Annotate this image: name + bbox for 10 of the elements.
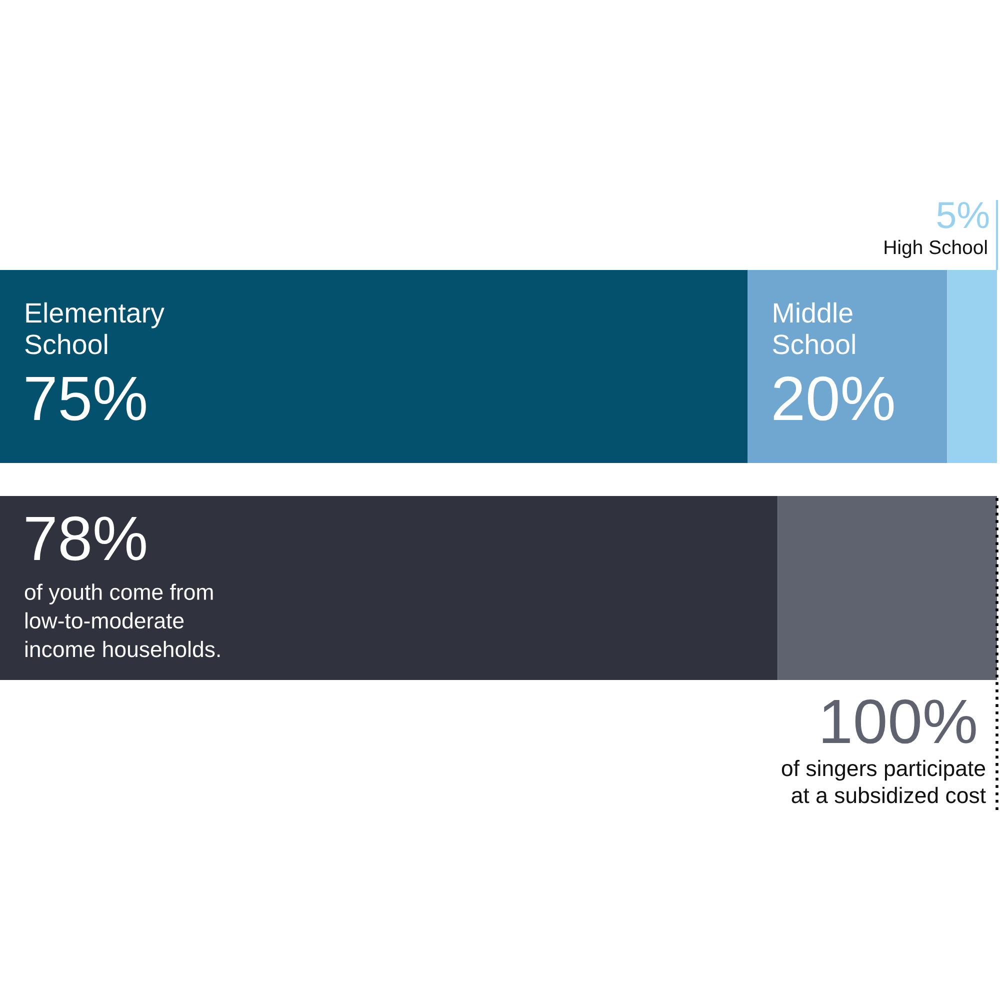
data-label: 20% [774,376,894,421]
ref-line-label: 100% [822,699,976,744]
series-label: Middle School [773,302,855,354]
data-label: 5% [937,202,989,228]
series-label: High School [884,240,987,258]
text: of singers participate at a subsidized cost [782,760,986,804]
series-label: Elementary School [25,302,164,354]
data-label: 78% [26,516,146,561]
data-label: 75% [26,376,146,421]
annotation: of youth come from low-to-moderate income households. [24,584,220,658]
